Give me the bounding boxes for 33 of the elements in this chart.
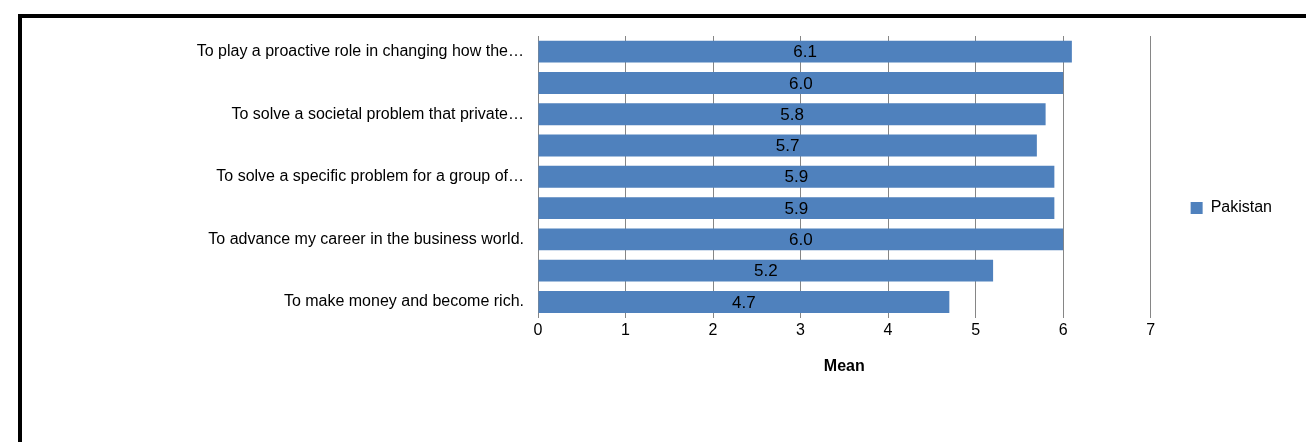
x-axis-title: Mean xyxy=(823,356,865,374)
data-label: 5.9 xyxy=(784,198,809,218)
x-tick-label: 0 xyxy=(533,320,543,338)
bar xyxy=(538,228,1064,251)
bar xyxy=(538,291,950,313)
x-tick-label: 7 xyxy=(1146,320,1156,338)
bar xyxy=(538,165,1055,188)
bar xyxy=(538,103,1046,126)
data-label: 5.8 xyxy=(780,104,804,124)
data-label: 6.0 xyxy=(788,73,813,93)
bar xyxy=(538,40,1072,63)
data-label: 6.1 xyxy=(793,42,817,62)
bar xyxy=(538,259,994,282)
y-tick-label: To solve a societal problem that private… xyxy=(231,104,524,122)
y-tick-label: To play a proactive role in changing how the… xyxy=(196,42,524,60)
bar xyxy=(538,71,1064,94)
x-tick-label: 1 xyxy=(621,320,631,338)
data-label: 5.7 xyxy=(775,136,800,156)
legend-label: Pakistan xyxy=(1210,198,1273,216)
data-label: 4.7 xyxy=(732,292,756,312)
bar xyxy=(538,197,1055,220)
data-label: 5.9 xyxy=(784,167,809,187)
x-tick-label: 5 xyxy=(971,320,981,338)
data-label: 5.2 xyxy=(753,261,778,281)
y-tick-label: To solve a specific problem for a group of… xyxy=(216,167,524,185)
x-tick-label: 6 xyxy=(1058,320,1068,338)
data-label: 6.0 xyxy=(788,230,813,250)
x-tick-label: 3 xyxy=(796,320,806,338)
y-tick-label: To make money and become rich. xyxy=(283,292,524,310)
y-tick-label: To advance my career in the business world. xyxy=(208,229,524,247)
x-tick-label: 4 xyxy=(883,320,893,338)
bar xyxy=(538,134,1037,157)
x-tick-label: 2 xyxy=(708,320,718,338)
